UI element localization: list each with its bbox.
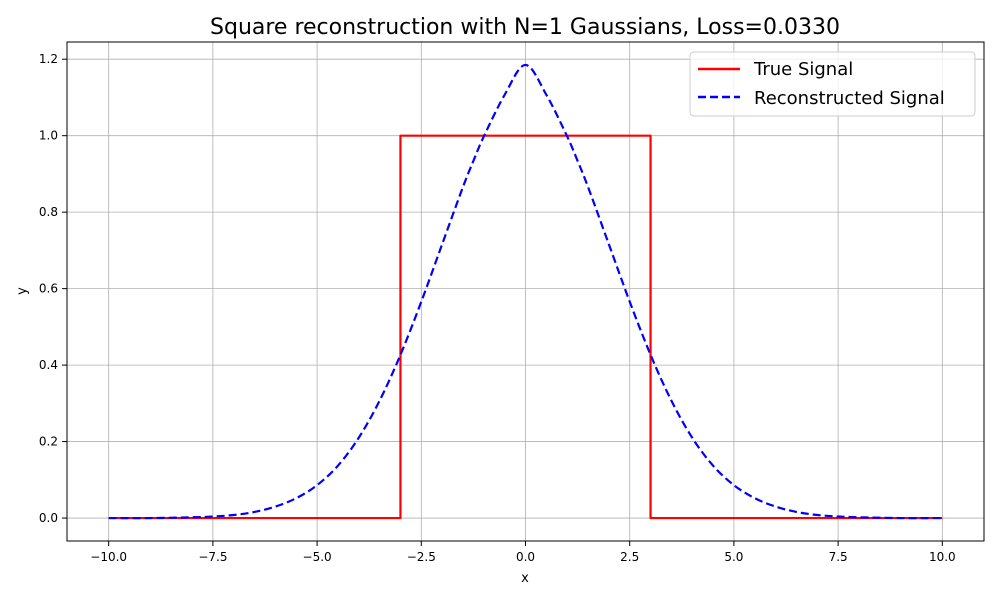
x-tick-label: 0.0 (516, 550, 535, 564)
y-tick-label: 0.6 (39, 282, 58, 296)
y-axis-label: y (15, 287, 30, 295)
legend-label-true-signal: True Signal (753, 59, 853, 80)
x-tick-label: 5.0 (724, 550, 743, 564)
y-tick-label: 0.0 (39, 511, 58, 525)
x-tick-label: 10.0 (929, 550, 956, 564)
x-tick-label: 2.5 (620, 550, 639, 564)
y-tick-label: 0.8 (39, 205, 58, 219)
ticks: −10.0 −7.5 −5.0 −2.5 0.0 2.5 5.0 7.5 10.0 0.0 0.2 0… (39, 52, 956, 564)
x-tick-label: 7.5 (829, 550, 848, 564)
y-tick-label: 1.0 (39, 129, 58, 143)
series-layer (108, 63, 943, 520)
legend-label-reconstructed-signal: Reconstructed Signal (754, 88, 945, 109)
y-tick-label: 0.4 (39, 358, 58, 372)
chart-title: Square reconstruction with N=1 Gaussians… (210, 15, 840, 40)
x-tick-label: −10.0 (90, 550, 127, 564)
y-tick-label: 1.2 (39, 52, 58, 66)
legend-box (689, 51, 976, 117)
x-tick-label: −7.5 (198, 550, 227, 564)
x-axis-label: x (521, 571, 529, 586)
legend: True Signal Reconstructed Signal (689, 51, 976, 117)
reconstructed-signal-line (108, 63, 943, 520)
y-tick-label: 0.2 (39, 435, 58, 449)
true-signal-line (108, 134, 943, 520)
x-tick-label: −5.0 (303, 550, 332, 564)
x-tick-label: −2.5 (407, 550, 436, 564)
